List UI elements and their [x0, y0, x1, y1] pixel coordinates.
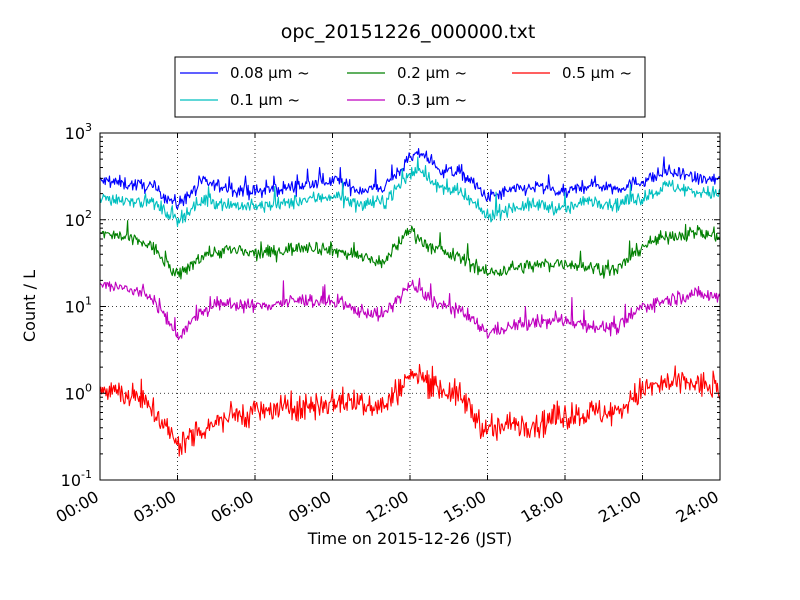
y-tick-label: 101: [65, 295, 92, 317]
series-line: [99, 148, 721, 210]
y-tick-base: 10: [65, 124, 85, 143]
y-tick-label: 103: [65, 121, 92, 143]
y-tick-base: 10: [65, 211, 85, 230]
y-tick-exponent: 1: [85, 295, 92, 308]
legend-label: 0.1 μm ~: [230, 91, 300, 109]
series-line: [99, 220, 721, 280]
legend-label: 0.08 μm ~: [230, 64, 310, 82]
legend-label: 0.3 μm ~: [397, 91, 467, 109]
legend: 0.08 μm ~ 0.1 μm ~ 0.2 μm ~ 0.3 μm ~ 0.5 μm …: [174, 56, 646, 118]
y-tick-base: 10: [61, 471, 81, 490]
y-tick-label: 102: [65, 208, 92, 230]
y-tick-base: 10: [65, 298, 85, 317]
y-tick-label: 10-1: [61, 468, 92, 490]
grid-layer: [100, 133, 720, 480]
legend-label: 0.5 μm ~: [562, 64, 632, 82]
y-tick-exponent: 2: [85, 208, 92, 221]
y-tick-exponent: 0: [85, 381, 92, 394]
series-line: [99, 277, 721, 341]
y-tick-label: 100: [65, 381, 92, 403]
legend-label: 0.2 μm ~: [397, 64, 467, 82]
y-axis-label: Count / L: [20, 270, 39, 342]
x-axis-label: Time on 2015-12-26 (JST): [307, 529, 512, 548]
series-line: [99, 363, 721, 457]
chart-title: opc_20151226_000000.txt: [281, 21, 536, 43]
y-tick-exponent: 3: [85, 121, 92, 134]
y-tick-exponent: -1: [81, 468, 92, 481]
series-line: [99, 156, 721, 228]
y-tick-base: 10: [65, 384, 85, 403]
series-layer: [99, 148, 721, 457]
legend-box: [174, 56, 646, 118]
